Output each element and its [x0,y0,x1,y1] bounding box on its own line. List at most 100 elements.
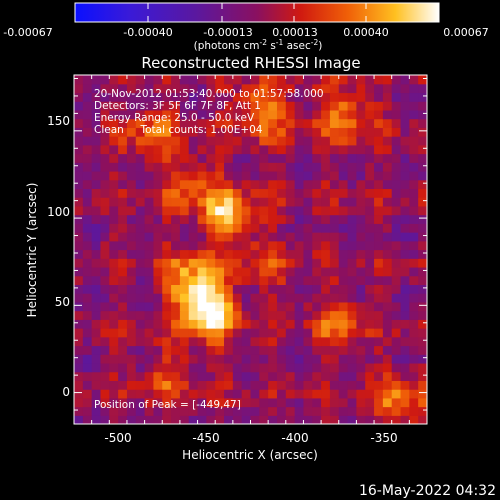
heatmap-cell [268,109,278,120]
heatmap-cell [153,232,163,242]
colorbar-tick-label: 0.00040 [343,26,389,39]
heatmap-cell [232,301,243,312]
heatmap-cell [91,101,102,111]
heatmap-cell [303,406,313,416]
heatmap-cell [232,397,243,408]
heatmap-cell [224,328,234,338]
heatmap-cell [276,92,287,102]
heatmap-cell [74,284,84,294]
heatmap-cell [162,266,172,277]
heatmap-cell [418,75,427,85]
heatmap-cell [188,249,199,259]
heatmap-cell [268,319,278,329]
heatmap-cell [109,197,119,207]
heatmap-cell [91,205,102,216]
heatmap-cell [329,188,340,198]
heatmap-cell [215,266,225,277]
heatmap-cell [365,179,375,190]
heatmap-cell [144,162,155,172]
heatmap-cell [109,389,119,399]
heatmap-cell [382,83,393,94]
heatmap-cell [162,75,172,85]
heatmap-cell [215,371,225,381]
heatmap-cell [153,371,163,381]
heatmap-cell [391,240,402,251]
heatmap-cell [215,127,225,137]
heatmap-cell [294,371,305,381]
heatmap-cell [329,214,340,224]
heatmap-cell [144,301,155,312]
heatmap-cell [356,301,366,312]
heatmap-cell [74,153,84,163]
heatmap-cell [91,118,102,128]
heatmap-cell [259,144,269,155]
heatmap-cell [268,223,278,233]
heatmap-cell [312,92,322,102]
heatmap-cell [294,101,305,111]
heatmap-cell [232,170,243,181]
heatmap-cell [135,319,146,329]
heatmap-cell [197,397,207,408]
heatmap-cell [276,240,287,251]
heatmap-cell [312,380,322,390]
heatmap-cell [418,101,427,111]
heatmap-cell [329,371,340,381]
heatmap-cell [144,371,155,381]
heatmap-cell [118,258,128,268]
heatmap-cell [321,336,331,347]
heatmap-cell [109,380,119,390]
heatmap-cell [82,153,93,163]
heatmap-cell [126,293,137,303]
heatmap-cell [285,249,296,259]
heatmap-cell [100,75,110,85]
heatmap-cell [144,101,155,111]
heatmap-cell [268,162,278,172]
heatmap-cell [294,328,305,338]
heatmap-cell [294,109,305,120]
heatmap-cell [241,118,252,128]
heatmap-cell [329,232,340,242]
heatmap-cell [241,232,252,242]
heatmap-cell [241,109,252,120]
heatmap-cell [118,310,128,320]
heatmap-cell [215,162,225,172]
heatmap-cell [391,162,402,172]
heatmap-cell [391,301,402,312]
heatmap-cell [250,144,260,155]
heatmap-cell [285,214,296,224]
heatmap-cell [303,240,313,251]
heatmap-cell [224,232,234,242]
heatmap-cell [118,354,128,364]
heatmap-cell [241,275,252,285]
heatmap-cell [400,319,410,329]
colorbar-tick-label: -0.00040 [123,26,172,39]
heatmap-cell [188,162,199,172]
heatmap-cell [215,354,225,364]
heatmap-cell [382,328,393,338]
heatmap-cell [109,310,119,320]
heatmap-cell [100,354,110,364]
heatmap-cell [312,249,322,259]
heatmap-cell [250,328,260,338]
heatmap-cell [356,319,366,329]
heatmap-cell [268,266,278,277]
heatmap-cell [82,389,93,399]
heatmap-cell [144,170,155,181]
heatmap-cell [153,214,163,224]
heatmap-cell [74,232,84,242]
heatmap-cell [391,389,402,399]
heatmap-cell [171,275,181,285]
heatmap-cell [126,153,137,163]
heatmap-cell [215,345,225,355]
heatmap-cell [382,136,393,146]
heatmap-cell [153,310,163,320]
heatmap-cell [259,179,269,190]
heatmap-cell [418,136,427,146]
heatmap-cell [215,406,225,416]
heatmap-cell [312,258,322,268]
heatmap-cell [259,284,269,294]
heatmap-cell [391,197,402,207]
heatmap-cell [135,397,146,408]
heatmap-cell [285,101,296,111]
heatmap-cell [91,266,102,277]
